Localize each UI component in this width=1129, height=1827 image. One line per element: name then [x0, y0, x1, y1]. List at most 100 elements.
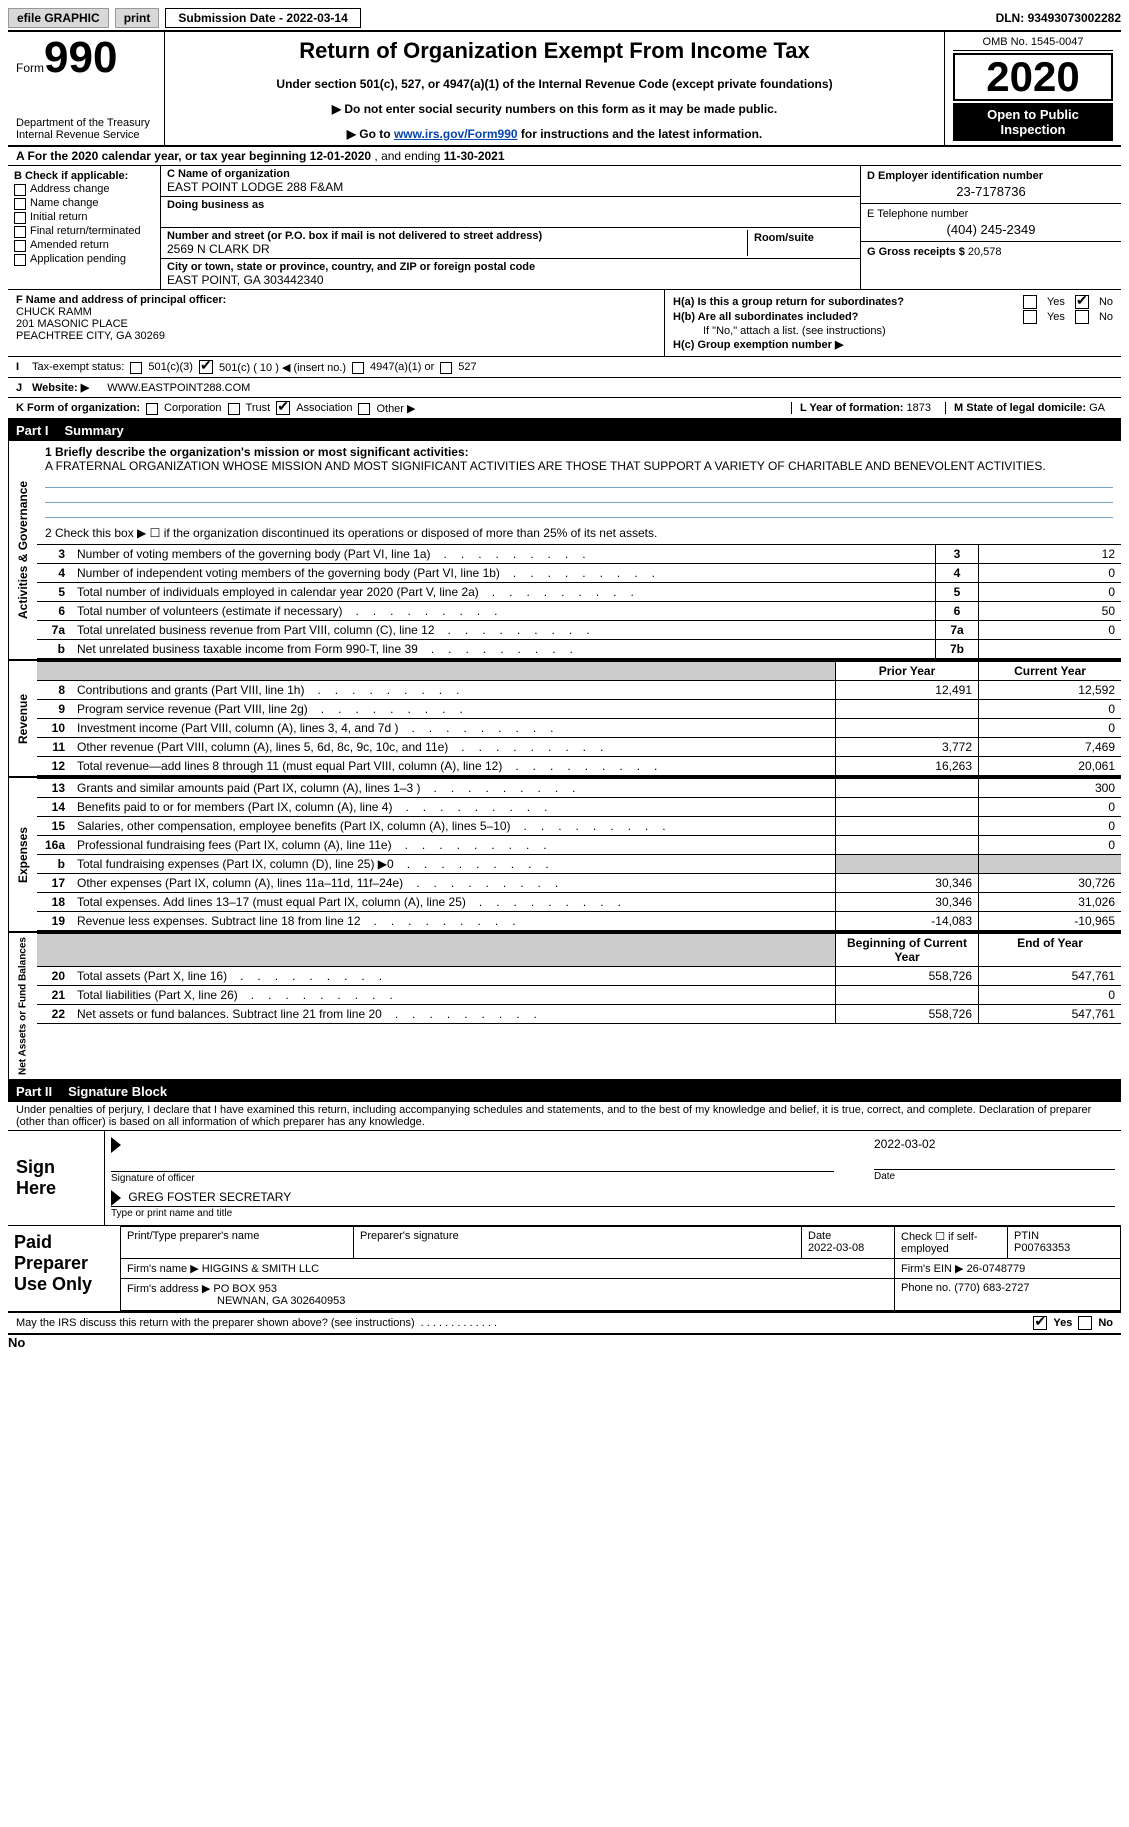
- revenue-label: Revenue: [8, 661, 37, 776]
- form-subtitle: Under section 501(c), 527, or 4947(a)(1)…: [173, 77, 936, 91]
- table-row: 9Program service revenue (Part VIII, lin…: [37, 700, 1121, 719]
- label-ein: D Employer identification number: [867, 170, 1043, 182]
- checkbox-527[interactable]: [440, 362, 452, 374]
- dln: DLN: 93493073002282: [996, 11, 1121, 25]
- section-governance: Activities & Governance 1 Briefly descri…: [8, 441, 1121, 661]
- section-revenue: Revenue Prior Year Current Year 8Contrib…: [8, 661, 1121, 778]
- phone: (404) 245-2349: [867, 222, 1115, 237]
- label-hc: H(c) Group exemption number ▶: [673, 338, 843, 351]
- checkbox-ha-yes[interactable]: [1023, 295, 1037, 309]
- prep-sig-label: Preparer's signature: [354, 1227, 802, 1259]
- officer-street: 201 MASONIC PLACE: [16, 318, 128, 330]
- efile-button[interactable]: efile GRAPHIC: [8, 8, 109, 28]
- label-gross: G Gross receipts $: [867, 246, 968, 258]
- table-row: 20Total assets (Part X, line 16)558,7265…: [37, 967, 1121, 986]
- checkbox-501c3[interactable]: [130, 362, 142, 374]
- checkbox-4947[interactable]: [352, 362, 364, 374]
- table-row: 7aTotal unrelated business revenue from …: [37, 621, 1121, 640]
- checkbox-app-pending[interactable]: [14, 254, 26, 266]
- tax-exempt-status: I Tax-exempt status: 501(c)(3) 501(c) ( …: [8, 357, 1121, 378]
- org-name: EAST POINT LODGE 288 F&AM: [167, 180, 854, 194]
- form-header: Form 990 Department of the Treasury Inte…: [8, 30, 1121, 147]
- section-expenses: Expenses 13Grants and similar amounts pa…: [8, 778, 1121, 933]
- section-net-assets: Net Assets or Fund Balances Beginning of…: [8, 933, 1121, 1081]
- revenue-table: Prior Year Current Year 8Contributions a…: [37, 661, 1121, 776]
- form-note-2: ▶ Go to www.irs.gov/Form990 for instruct…: [173, 127, 936, 141]
- checkbox-name-change[interactable]: [14, 198, 26, 210]
- sig-date: 2022-03-02: [874, 1137, 935, 1151]
- line2: 2 Check this box ▶ ☐ if the organization…: [37, 522, 1121, 544]
- form-title: Return of Organization Exempt From Incom…: [173, 38, 936, 64]
- ein: 23-7178736: [867, 184, 1115, 199]
- checkbox-501c[interactable]: [199, 360, 213, 374]
- city-state-zip: EAST POINT, GA 303442340: [167, 273, 854, 287]
- name-label: Type or print name and title: [111, 1206, 1115, 1219]
- checkbox-address-change[interactable]: [14, 184, 26, 196]
- table-row: 12Total revenue—add lines 8 through 11 (…: [37, 757, 1121, 776]
- table-row: 13Grants and similar amounts paid (Part …: [37, 779, 1121, 798]
- label-phone: E Telephone number: [867, 208, 968, 220]
- expenses-table: 13Grants and similar amounts paid (Part …: [37, 778, 1121, 931]
- department: Department of the Treasury Internal Reve…: [16, 117, 156, 141]
- sign-here-label: Sign Here: [8, 1131, 104, 1225]
- checkbox-assoc[interactable]: [276, 401, 290, 415]
- paid-preparer-label: Paid Preparer Use Only: [8, 1226, 120, 1311]
- checkbox-trust[interactable]: [228, 403, 240, 415]
- form-note-1: ▶ Do not enter social security numbers o…: [173, 102, 936, 116]
- officer-printed-name: GREG FOSTER SECRETARY: [128, 1190, 291, 1204]
- tax-year: 2020: [953, 53, 1113, 101]
- label-room: Room/suite: [754, 232, 814, 244]
- checkbox-amended[interactable]: [14, 240, 26, 252]
- officer-sig-line: Signature of officer: [111, 1171, 834, 1184]
- label-principal: F Name and address of principal officer:: [16, 294, 226, 306]
- checkbox-final-return[interactable]: [14, 226, 26, 238]
- print-button[interactable]: print: [115, 8, 160, 28]
- checkbox-corp[interactable]: [146, 403, 158, 415]
- street-address: 2569 N CLARK DR: [167, 242, 747, 256]
- checkbox-ha-no[interactable]: [1075, 295, 1089, 309]
- table-row: 4Number of independent voting members of…: [37, 564, 1121, 583]
- label-ha: H(a) Is this a group return for subordin…: [673, 296, 904, 308]
- table-row: 10Investment income (Part VIII, column (…: [37, 719, 1121, 738]
- identity-block: B Check if applicable: Address change Na…: [8, 166, 1121, 290]
- discuss-row: May the IRS discuss this return with the…: [8, 1313, 1121, 1335]
- firm-name: HIGGINS & SMITH LLC: [202, 1263, 319, 1275]
- irs-link[interactable]: www.irs.gov/Form990: [394, 127, 518, 141]
- table-row: 8Contributions and grants (Part VIII, li…: [37, 681, 1121, 700]
- firm-city: NEWNAN, GA 302640953: [127, 1295, 345, 1307]
- firm-ein: 26-0748779: [967, 1263, 1026, 1275]
- checkbox-discuss-yes[interactable]: [1033, 1316, 1047, 1330]
- expenses-label: Expenses: [8, 778, 37, 931]
- arrow-icon: [111, 1190, 121, 1206]
- table-row: 19Revenue less expenses. Subtract line 1…: [37, 912, 1121, 931]
- checkbox-discuss-no[interactable]: [1078, 1316, 1092, 1330]
- perjury-statement: Under penalties of perjury, I declare th…: [8, 1102, 1121, 1130]
- checkbox-initial-return[interactable]: [14, 212, 26, 224]
- firm-phone: (770) 683-2727: [954, 1282, 1029, 1294]
- label-dba: Doing business as: [167, 199, 854, 211]
- year-formation: 1873: [907, 402, 931, 414]
- table-row: bTotal fundraising expenses (Part IX, co…: [37, 855, 1121, 874]
- label-address: Number and street (or P.O. box if mail i…: [167, 230, 747, 242]
- table-row: 6Total number of volunteers (estimate if…: [37, 602, 1121, 621]
- mission-text: A FRATERNAL ORGANIZATION WHOSE MISSION A…: [45, 459, 1046, 473]
- hb-note: If "No," attach a list. (see instruction…: [703, 325, 886, 337]
- prep-name-label: Print/Type preparer's name: [121, 1227, 354, 1259]
- tax-period: A For the 2020 calendar year, or tax yea…: [8, 147, 1121, 166]
- net-assets-label: Net Assets or Fund Balances: [8, 933, 37, 1079]
- box-b-label: B Check if applicable:: [14, 170, 128, 182]
- ptin: P00763353: [1014, 1242, 1070, 1254]
- net-assets-table: Beginning of Current Year End of Year 20…: [37, 933, 1121, 1024]
- omb-number: OMB No. 1545-0047: [953, 36, 1113, 51]
- table-row: 14Benefits paid to or for members (Part …: [37, 798, 1121, 817]
- table-row: 18Total expenses. Add lines 13–17 (must …: [37, 893, 1121, 912]
- governance-label: Activities & Governance: [8, 441, 37, 659]
- checkbox-hb-no[interactable]: [1075, 310, 1089, 324]
- table-row: 3Number of voting members of the governi…: [37, 545, 1121, 564]
- arrow-icon: [111, 1137, 121, 1153]
- top-bar: efile GRAPHIC print Submission Date - 20…: [8, 8, 1121, 28]
- checkbox-other[interactable]: [358, 403, 370, 415]
- checkbox-hb-yes[interactable]: [1023, 310, 1037, 324]
- prep-date: 2022-03-08: [808, 1242, 864, 1254]
- open-to-public: Open to Public Inspection: [953, 103, 1113, 141]
